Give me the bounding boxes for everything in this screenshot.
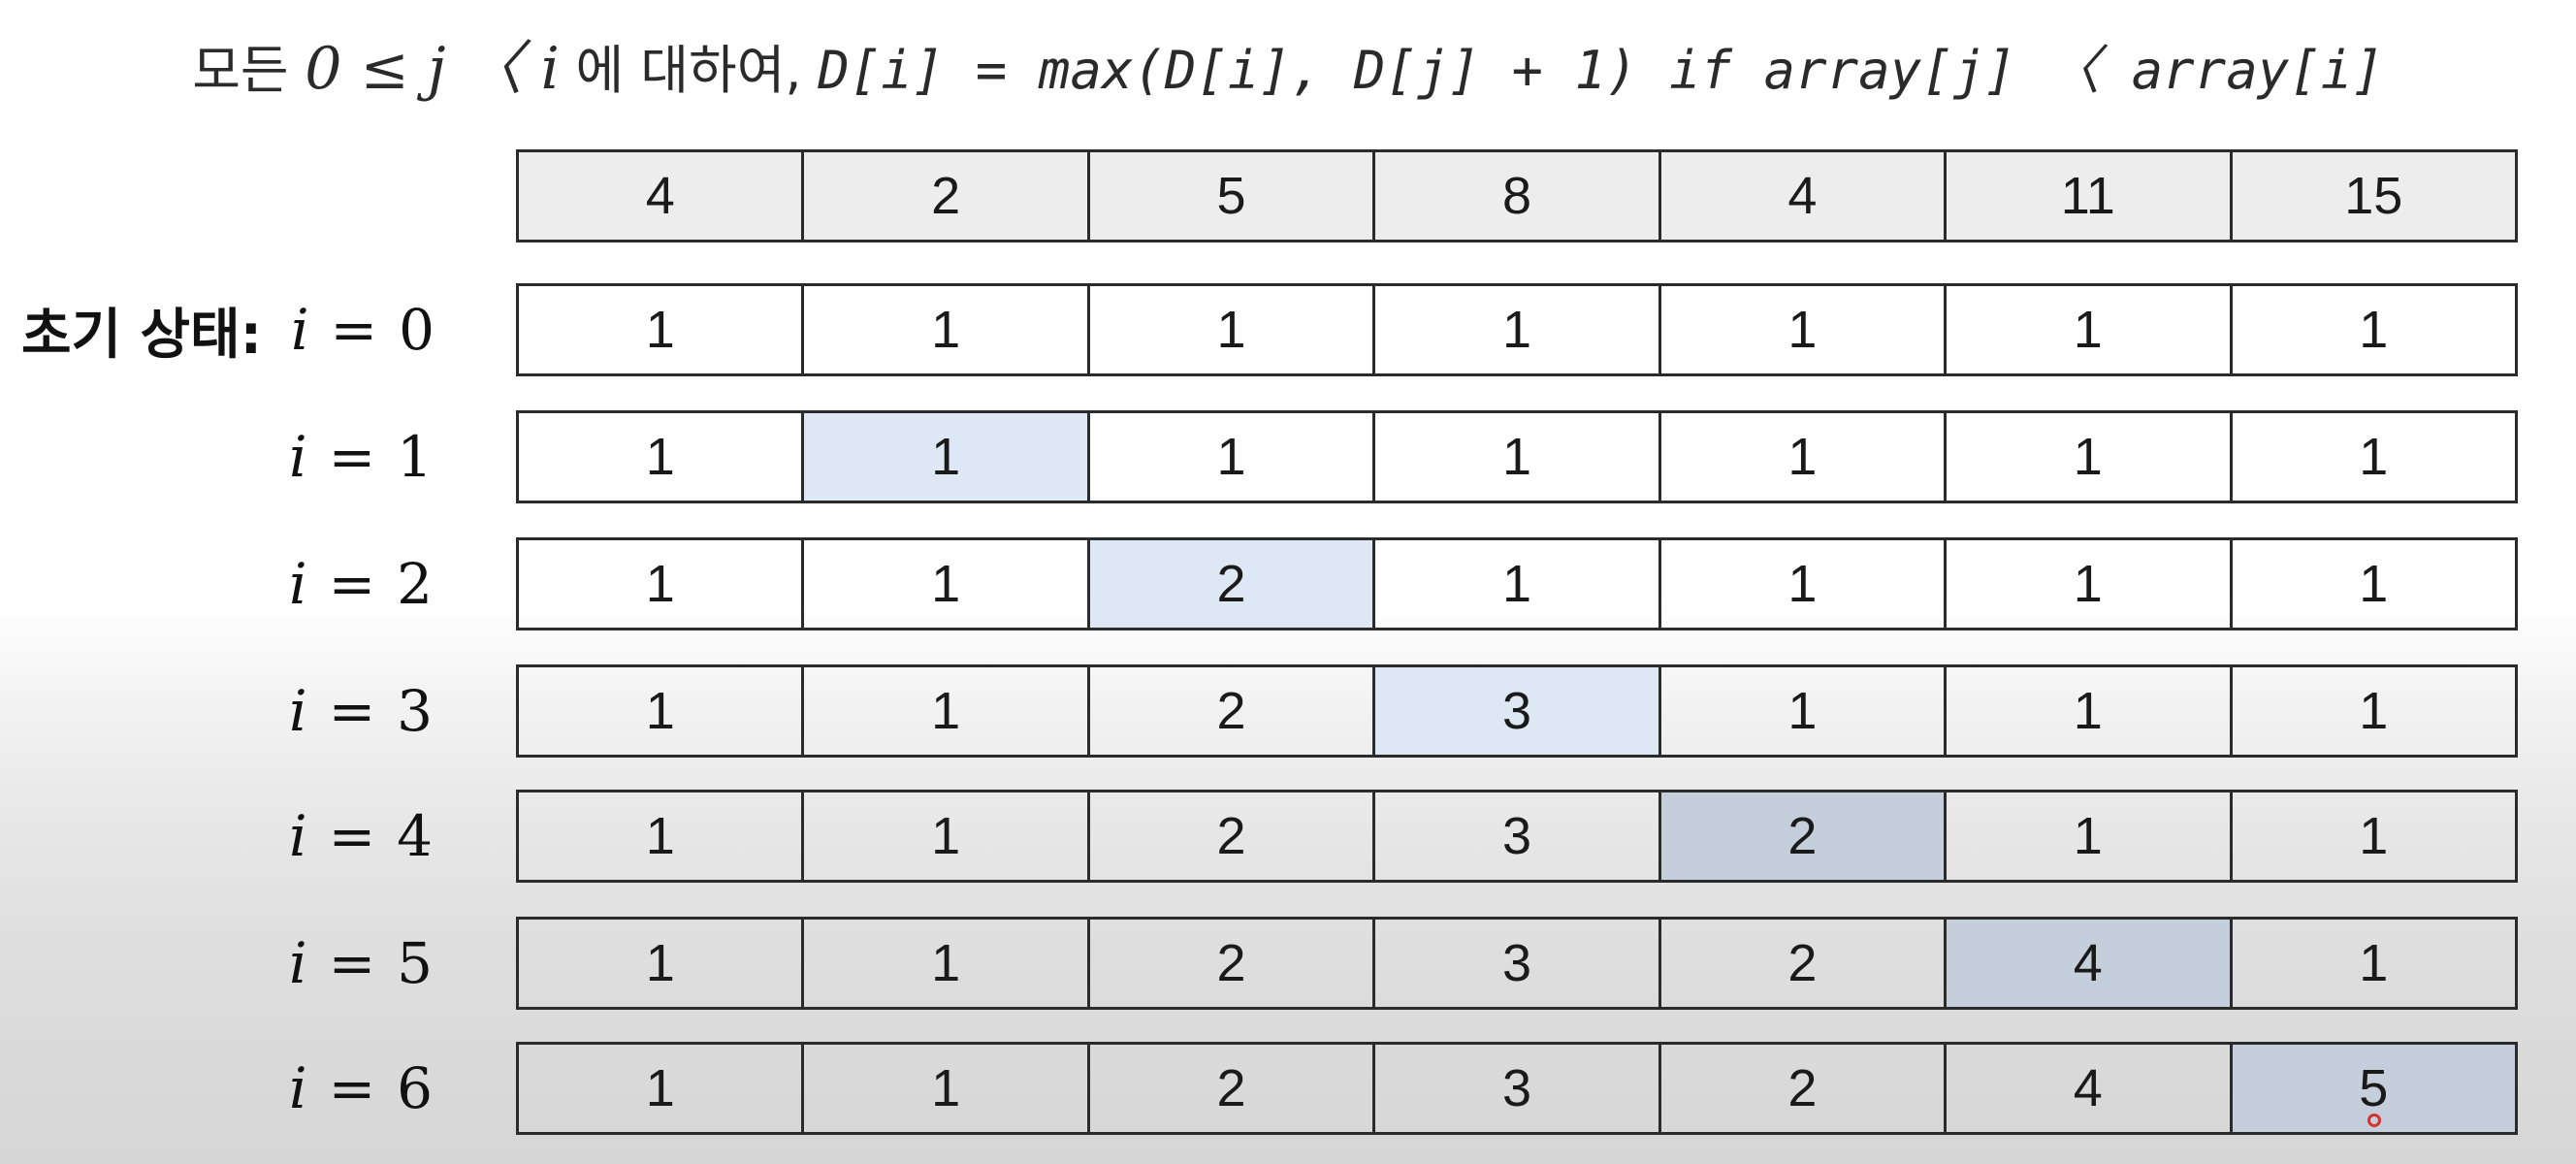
dp-cell: 3 — [1375, 792, 1661, 880]
row-variable: i — [289, 551, 307, 617]
row-index: 4 — [397, 803, 434, 869]
dp-cell: 1 — [519, 667, 805, 755]
array-row: 4 2 5 8 4 11 15 — [516, 149, 2518, 242]
row-label-i-1: i = 1 — [289, 410, 433, 503]
dp-cell-current: 2 — [1660, 792, 1948, 880]
row-label-i-5: i = 5 — [289, 917, 433, 1010]
dp-cell: 2 — [1661, 920, 1948, 1007]
dp-cell: 1 — [2359, 934, 2389, 992]
dp-cell: 1 — [1947, 286, 2233, 373]
row-index: 3 — [397, 678, 434, 744]
dp-cell: 1 — [519, 1045, 805, 1132]
row-variable: i — [290, 297, 309, 363]
dp-cell: 1 — [1661, 413, 1948, 501]
row-label-i-3: i = 3 — [289, 664, 433, 758]
row-variable: i — [289, 1055, 307, 1121]
row-equals: = — [328, 930, 376, 996]
dp-cell: 1 — [1375, 413, 1661, 501]
dp-cell: 1 — [1947, 540, 2233, 628]
dp-cell: 2 — [1090, 792, 1376, 880]
dp-cell: 1 — [519, 413, 805, 501]
row-variable: i — [289, 678, 307, 744]
row-variable: i — [289, 930, 307, 996]
dp-cell: 3 — [1375, 920, 1661, 1007]
dp-cell: 1 — [804, 792, 1090, 880]
dp-cell: 2 — [1090, 1045, 1376, 1132]
array-cell: 11 — [1947, 152, 2233, 240]
row-index: 1 — [397, 424, 434, 490]
dp-cell: 1 — [2359, 428, 2389, 486]
array-cell: 2 — [804, 152, 1090, 240]
row-variable: i — [289, 424, 307, 490]
dp-cell-current: 3 — [1375, 667, 1661, 755]
dp-cell: 1 — [1090, 413, 1376, 501]
array-cell: 4 — [519, 152, 805, 240]
dp-cell: 1 — [519, 920, 805, 1007]
dp-cell: 1 — [519, 286, 805, 373]
formula-expression: D[i] = max(D[i], D[j] + 1) if array[j] 〈… — [818, 40, 2384, 101]
dp-cell: 1 — [804, 667, 1090, 755]
array-cell: 8 — [1375, 152, 1661, 240]
dp-cell: 1 — [1661, 540, 1948, 628]
dp-cell: 1 — [2359, 301, 2389, 359]
formula-title: 모든 0 ≤ j 〈 i 에 대하여, D[i] = max(D[i], D[j… — [0, 25, 2576, 114]
dp-cell: 1 — [1661, 667, 1948, 755]
dp-cell: 2 — [1090, 920, 1376, 1007]
dp-cell: 1 — [1947, 792, 2233, 880]
dp-cell-current: 1 — [804, 413, 1090, 501]
dp-cell: 1 — [804, 920, 1090, 1007]
formula-condition: 0 ≤ j 〈 i — [305, 35, 560, 103]
array-cell: 5 — [1089, 152, 1376, 240]
dp-cell: 3 — [1375, 1045, 1661, 1132]
dp-cell: 1 — [2359, 807, 2389, 865]
dp-cell: 1 — [1947, 667, 2233, 755]
row-label-i-4: i = 4 — [289, 790, 433, 883]
dp-cell: 1 — [2359, 555, 2389, 613]
dp-cell: 1 — [1947, 413, 2233, 501]
dp-cell: 1 — [519, 792, 805, 880]
dp-cell: 1 — [1661, 286, 1948, 373]
formula-prefix: 모든 — [192, 40, 289, 101]
row-index: 0 — [399, 297, 435, 363]
dp-cell: 1 — [1375, 540, 1661, 628]
dp-cell: 1 — [804, 1045, 1090, 1132]
row-equals: = — [328, 1055, 376, 1121]
row-label-i-6: i = 6 — [289, 1042, 433, 1135]
row-index: 2 — [397, 551, 434, 617]
array-cell: 4 — [1660, 152, 1948, 240]
row-label-i-2: i = 2 — [289, 537, 433, 630]
dp-cell: 1 — [1090, 286, 1376, 373]
formula-suffix: 에 대하여, — [575, 40, 802, 101]
row-equals: = — [328, 678, 376, 744]
dp-cell: 2 — [1661, 1045, 1948, 1132]
initial-state-label: 초기 상태: — [21, 303, 262, 367]
dp-cell-current: 4 — [1947, 920, 2233, 1007]
dp-cell: 1 — [1375, 286, 1661, 373]
row-equals: = — [328, 424, 376, 490]
cursor-indicator — [2367, 1114, 2381, 1127]
row-equals: = — [328, 551, 376, 617]
row-index: 5 — [397, 930, 434, 996]
dp-cell: 1 — [804, 286, 1090, 373]
dp-cell: 1 — [2359, 682, 2389, 740]
row-equals: = — [328, 803, 376, 869]
row-equals: = — [330, 297, 378, 363]
row-label-i-0: 초기 상태: i = 0 — [21, 283, 435, 376]
array-cell: 15 — [2232, 152, 2515, 240]
row-index: 6 — [397, 1055, 434, 1121]
dp-cell: 2 — [1090, 667, 1376, 755]
dp-cell: 1 — [519, 540, 805, 628]
dp-cell: 4 — [1947, 1045, 2233, 1132]
row-variable: i — [289, 803, 307, 869]
dp-cell-current: 2 — [1089, 540, 1376, 628]
dp-cell: 1 — [804, 540, 1090, 628]
